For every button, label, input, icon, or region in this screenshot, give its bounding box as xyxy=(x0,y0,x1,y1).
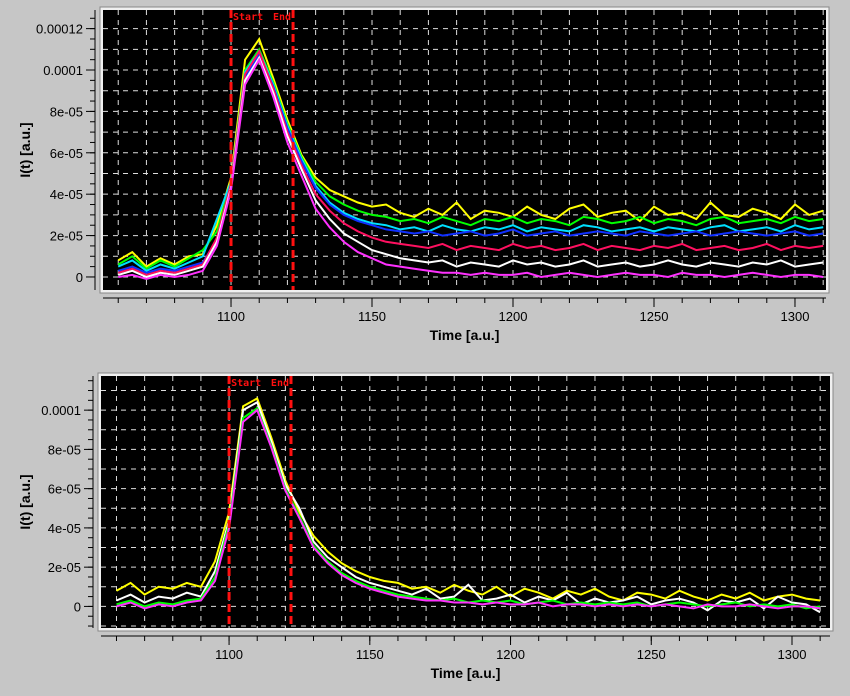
y-tick-label: 2e-05 xyxy=(48,560,81,575)
chart-top: Start End 1100 1150 1200 1250 1300 Time [a.u.] 0… xyxy=(17,6,830,343)
y-tick-label: 6e-05 xyxy=(48,482,81,497)
chart-bottom: Start End 1100 1150 1200 1250 1300 Time [a.u.] 0… xyxy=(17,372,834,681)
x-tick-label: 1200 xyxy=(499,309,528,324)
y-tick-label: 8e-05 xyxy=(50,104,83,119)
y-tick-label: 8e-05 xyxy=(48,442,81,457)
y-tick-label: 6e-05 xyxy=(50,146,83,161)
x-tick-label: 1200 xyxy=(496,647,525,662)
y-tick-label: 4e-05 xyxy=(50,187,83,202)
marker-label-start: Start xyxy=(233,12,263,23)
x-tick-label: 1300 xyxy=(781,309,810,324)
y-tick-label: 4e-05 xyxy=(48,521,81,536)
x-tick-label: 1100 xyxy=(215,647,243,662)
series-line-6 xyxy=(118,57,824,281)
y-tick-label: 0.0001 xyxy=(41,403,81,418)
x-tick-label: 1250 xyxy=(637,647,666,662)
x-tick-label: 1300 xyxy=(778,647,807,662)
y-tick-label: 0.00012 xyxy=(36,22,83,37)
series-line-3 xyxy=(116,408,821,610)
y-tick-label: 2e-05 xyxy=(50,229,83,244)
y-tick-label: 0.0001 xyxy=(43,63,83,78)
y-axis-label: I(t) [a.u.] xyxy=(17,474,33,529)
x-axis-label: Time [a.u.] xyxy=(431,665,501,681)
x-tick-label: 1150 xyxy=(356,647,384,662)
marker-label-start: Start xyxy=(231,378,261,389)
y-tick-label: 0 xyxy=(76,270,83,285)
plot-content xyxy=(103,10,826,290)
x-axis-label: Time [a.u.] xyxy=(430,327,500,343)
x-tick-label: 1250 xyxy=(640,309,669,324)
y-tick-label: 0 xyxy=(74,599,81,614)
plot-area xyxy=(103,10,826,290)
marker-label-end: End xyxy=(273,12,291,23)
x-tick-label: 1100 xyxy=(217,309,245,324)
marker-label-end: End xyxy=(271,378,289,389)
x-tick-label: 1150 xyxy=(358,309,386,324)
y-axis-label: I(t) [a.u.] xyxy=(17,122,33,177)
plot-content xyxy=(101,376,830,628)
